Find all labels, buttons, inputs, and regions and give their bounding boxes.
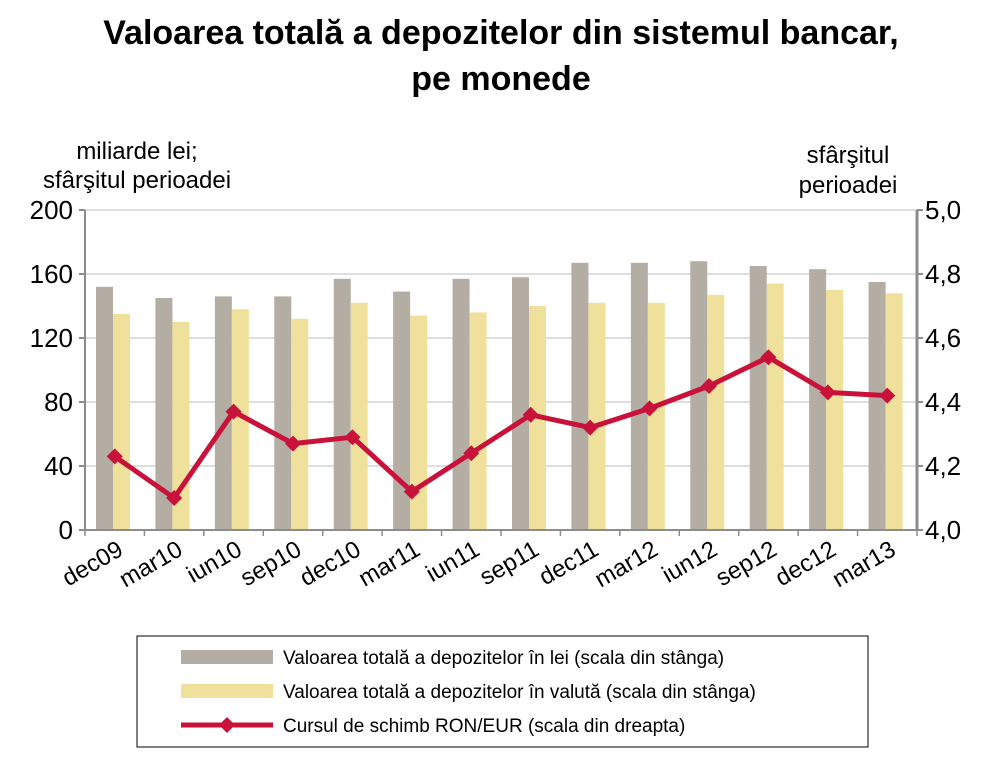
x-tick-label: mar11 xyxy=(354,536,425,593)
legend-label: Valoarea totală a depozitelor în lei (sc… xyxy=(283,648,724,669)
bar-lei xyxy=(96,286,113,530)
x-tick-label: dec10 xyxy=(295,536,365,592)
left-tick-label: 200 xyxy=(30,195,73,225)
bars-group xyxy=(96,261,903,530)
x-tick-label: sep11 xyxy=(475,536,544,591)
right-tick-label: 4,2 xyxy=(925,451,961,481)
left-tick-label: 80 xyxy=(44,387,73,417)
legend-swatch-lei xyxy=(181,650,273,664)
bar-lei xyxy=(333,278,351,530)
chart-title-line1: Valoarea totală a depozitelor din sistem… xyxy=(103,14,898,52)
bar-lei xyxy=(868,282,886,530)
bar-lei xyxy=(452,278,470,530)
bar-valuta xyxy=(291,318,309,530)
legend-swatch-marker xyxy=(219,717,235,733)
bar-lei xyxy=(155,298,173,530)
exchange-rate-point xyxy=(285,435,301,452)
left-tick-label: 0 xyxy=(59,515,73,545)
exchange-rate-point xyxy=(879,387,896,404)
axes-group xyxy=(79,209,923,536)
bar-valuta xyxy=(350,302,368,530)
exchange-rate-polyline xyxy=(113,354,888,501)
bar-valuta xyxy=(647,302,665,530)
x-tick-label: dec12 xyxy=(771,536,841,592)
x-tick-label: mar13 xyxy=(828,536,900,593)
bar-valuta xyxy=(231,309,249,530)
bar-valuta xyxy=(885,293,903,530)
chart-title-line2: pe monede xyxy=(411,60,590,98)
bar-valuta xyxy=(469,312,487,530)
left-axis-unit-line1: miliarde lei; xyxy=(76,138,197,165)
bar-lei xyxy=(214,296,232,530)
right-axis-unit-line1: sfârşitul xyxy=(807,142,890,169)
exchange-rate-line xyxy=(106,349,896,506)
bar-lei xyxy=(749,266,767,530)
bar-valuta xyxy=(410,315,428,530)
bar-lei xyxy=(809,269,827,530)
bar-valuta xyxy=(826,290,844,530)
x-tick-label: mar10 xyxy=(115,536,187,593)
legend-label: Cursul de schimb RON/EUR (scala din drea… xyxy=(283,716,685,737)
bar-lei xyxy=(630,262,648,530)
legend-swatch-valuta xyxy=(181,684,273,698)
bar-valuta xyxy=(766,283,784,530)
left-tick-label: 40 xyxy=(44,451,73,481)
x-tick-label: iun12 xyxy=(658,536,722,589)
bar-lei xyxy=(512,277,529,530)
exchange-rate-point xyxy=(106,448,123,465)
right-tick-label: 5,0 xyxy=(925,195,961,225)
left-tick-label: 120 xyxy=(30,323,73,353)
exchange-rate-point xyxy=(463,445,480,462)
x-tick-label: iun10 xyxy=(182,536,246,589)
right-tick-label: 4,4 xyxy=(925,387,961,417)
legend: Valoarea totală a depozitelor în lei (sc… xyxy=(181,648,756,737)
bar-lei xyxy=(274,296,292,530)
exchange-rate-point xyxy=(403,483,420,500)
exchange-rate-point xyxy=(344,429,361,446)
exchange-rate-point xyxy=(701,378,717,394)
x-tick-label: sep12 xyxy=(711,536,781,592)
x-tick-label: sep10 xyxy=(236,536,306,592)
left-tick-label: 160 xyxy=(30,259,73,289)
legend-label: Valoarea totală a depozitelor în valută … xyxy=(283,682,756,703)
right-axis-unit-line2: perioadei xyxy=(799,172,898,199)
bar-valuta xyxy=(113,314,130,530)
exchange-rate-point xyxy=(522,406,539,423)
exchange-rate-point xyxy=(760,349,777,366)
x-tick-label: iun11 xyxy=(421,536,484,588)
exchange-rate-point xyxy=(819,384,836,401)
bar-valuta xyxy=(588,302,606,530)
grid-lines xyxy=(85,209,917,467)
right-tick-label: 4,0 xyxy=(925,515,961,545)
right-tick-label: 4,6 xyxy=(925,323,961,353)
right-tick-label: 4,8 xyxy=(925,259,961,289)
bar-lei xyxy=(571,262,589,530)
exchange-rate-point xyxy=(582,419,599,436)
bar-valuta xyxy=(707,294,725,530)
left-axis-unit-line2: sfârşitul perioadei xyxy=(43,167,231,194)
x-tick-label: mar12 xyxy=(590,536,662,593)
exchange-rate-point xyxy=(166,490,183,506)
x-tick-label: dec11 xyxy=(535,536,604,591)
exchange-rate-point xyxy=(225,403,242,420)
bar-lei xyxy=(393,291,411,530)
exchange-rate-point xyxy=(641,400,658,417)
bar-lei xyxy=(690,261,708,530)
